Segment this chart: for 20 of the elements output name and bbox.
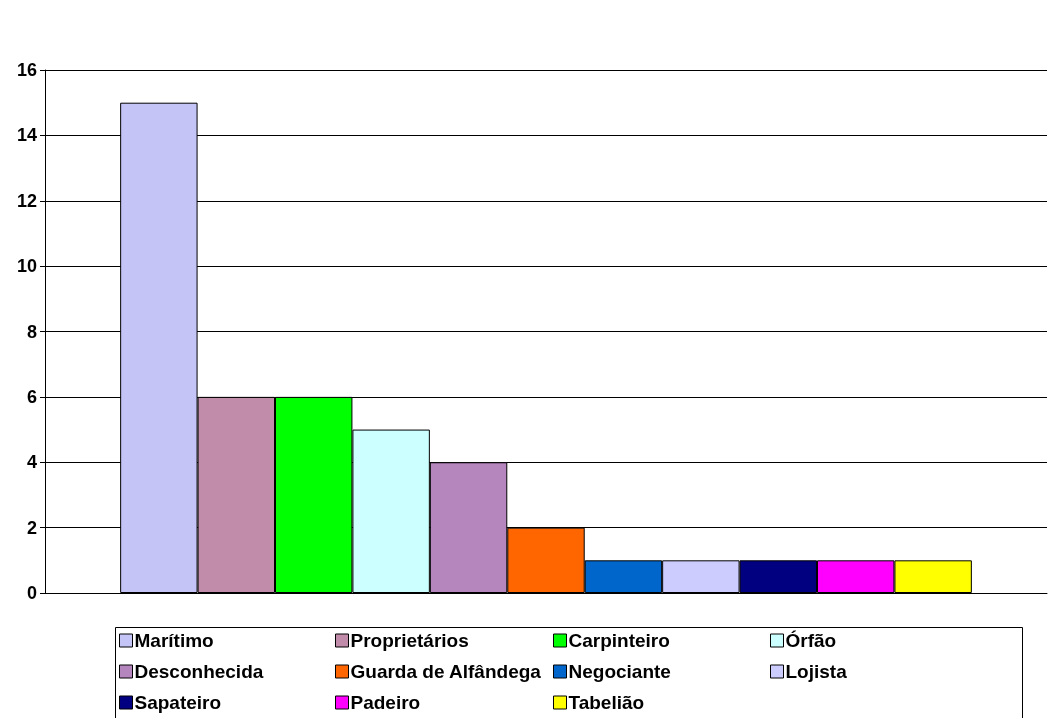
y-tick-label: 14	[16, 125, 37, 146]
y-tick-label: 2	[26, 517, 37, 538]
legend-label: Tabelião	[568, 692, 645, 713]
legend-label: Guarda de Alfândega	[350, 661, 542, 682]
legend-label: Carpinteiro	[568, 630, 670, 651]
y-tick-label: 10	[16, 256, 37, 277]
legend-label: Padeiro	[350, 692, 421, 713]
y-tick-label: 12	[16, 190, 37, 211]
legend-label: Desconhecida	[134, 661, 264, 682]
y-tick-label: 8	[26, 321, 37, 342]
y-tick-label: 6	[26, 386, 37, 407]
legend-label: Negociante	[568, 661, 671, 682]
legend-label: Lojista	[785, 661, 848, 682]
legend-label: Marítimo	[134, 630, 214, 651]
y-tick-label: 16	[16, 60, 37, 80]
legend-label: Órfão	[785, 630, 837, 651]
legend-label: Sapateiro	[134, 692, 222, 713]
y-tick-label: 4	[26, 452, 37, 473]
legend-label: Proprietários	[350, 630, 469, 651]
y-tick-label: 0	[26, 583, 37, 603]
